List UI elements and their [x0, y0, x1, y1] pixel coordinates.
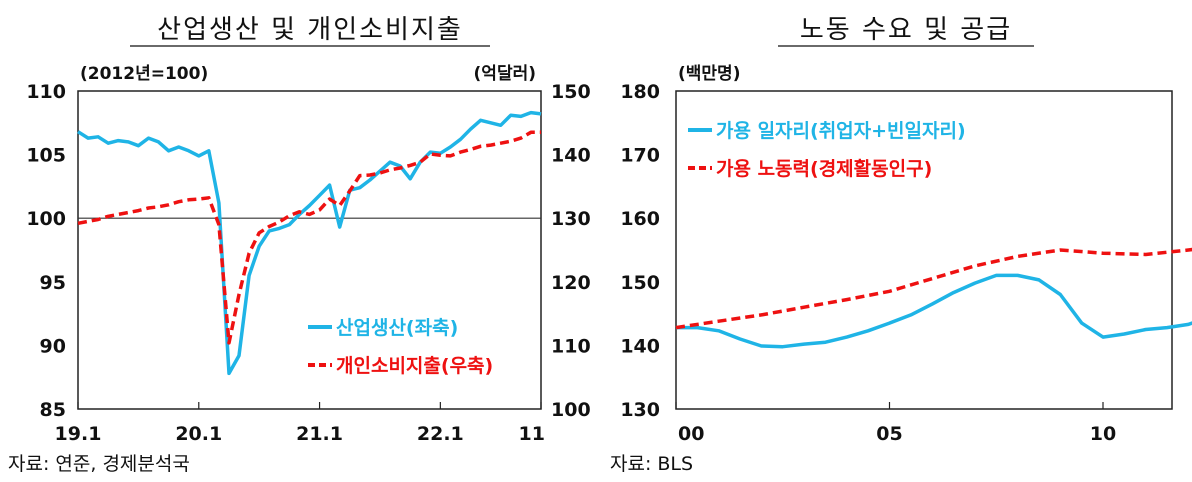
right-chart-x-tick-label: 05	[876, 423, 902, 445]
left-y-tick-label: 90	[40, 335, 66, 357]
right-y-tick-label: 110	[551, 335, 591, 357]
left-chart-right-unit: (억달러)	[474, 63, 536, 84]
left-x-tick-label: 22.1	[417, 423, 464, 445]
left-y-tick-label: 100	[26, 208, 66, 230]
left-x-tick-label: 21.1	[296, 423, 343, 445]
right-y-tick-label: 100	[551, 399, 591, 421]
right-y-tick-label: 150	[551, 81, 591, 103]
left-chart-left-unit: (2012년=100)	[80, 64, 208, 84]
legend-label-industrial-production: 산업생산(좌축)	[336, 317, 458, 339]
left-plot-frame	[77, 90, 542, 410]
right-chart-y-tick-label: 170	[620, 145, 660, 167]
legend-label-available-jobs: 가용 일자리(취업자+빈일자리)	[716, 120, 966, 142]
legend-label-available-labor-force: 가용 노동력(경제활동인구)	[716, 158, 932, 180]
left-chart-title: 산업생산 및 개인소비지출	[157, 15, 463, 45]
left-y-tick-label: 110	[26, 81, 66, 103]
left-chart-source: 자료: 연준, 경제분석국	[8, 453, 190, 475]
right-chart-y-tick-label: 130	[620, 399, 660, 421]
left-x-tick-label: 19.1	[55, 423, 102, 445]
right-chart-source: 자료: BLS	[610, 453, 693, 475]
left-x-tick-label: 20.1	[175, 423, 222, 445]
right-y-tick-label: 130	[551, 208, 591, 230]
available-labor-force-line	[675, 247, 1192, 330]
right-chart-x-tick-label: 10	[1090, 423, 1116, 445]
left-y-tick-label: 95	[40, 272, 66, 294]
right-chart-y-tick-label: 140	[620, 335, 660, 357]
available-jobs-line	[676, 273, 1192, 349]
left-x-tick-label: 11	[519, 423, 545, 445]
left-y-tick-label: 105	[26, 145, 66, 167]
right-chart-left-unit: (백만명)	[678, 64, 740, 84]
right-chart-y-tick-label: 150	[620, 272, 660, 294]
right-chart-x-tick-label: 00	[678, 423, 704, 445]
left-y-tick-label: 85	[40, 399, 66, 421]
industrial-production-line	[77, 110, 542, 376]
right-y-tick-label: 120	[551, 272, 591, 294]
right-chart-y-tick-label: 180	[620, 81, 660, 103]
right-y-tick-label: 140	[551, 145, 591, 167]
right-chart-y-tick-label: 160	[620, 208, 660, 230]
personal-consumption-line	[77, 130, 541, 345]
legend-label-personal-consumption: 개인소비지출(우축)	[336, 355, 493, 377]
right-chart-title: 노동 수요 및 공급	[800, 15, 1012, 45]
